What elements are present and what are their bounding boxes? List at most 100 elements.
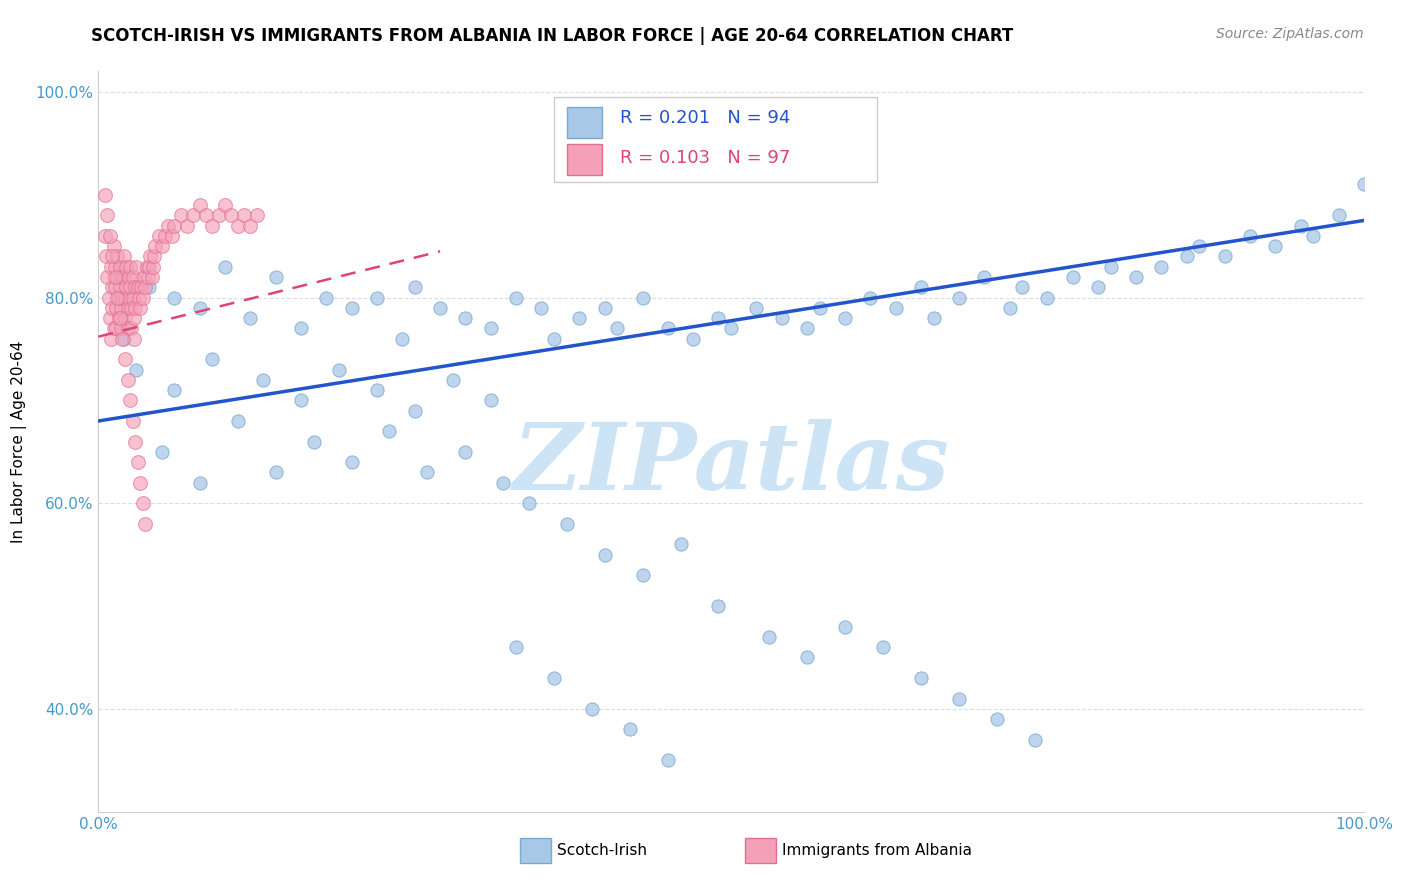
Point — [1011, 280, 1033, 294]
Point — [128, 291, 150, 305]
Point — [315, 291, 337, 305]
Point — [226, 414, 249, 428]
Point — [796, 321, 818, 335]
Point — [581, 702, 603, 716]
Point — [105, 301, 128, 315]
Point — [682, 332, 704, 346]
Point — [859, 291, 882, 305]
Point — [340, 301, 363, 315]
Point — [606, 321, 628, 335]
Point — [118, 291, 141, 305]
Point — [796, 650, 818, 665]
Point — [1289, 219, 1312, 233]
Point — [163, 291, 186, 305]
Point — [93, 187, 117, 202]
Point — [208, 208, 231, 222]
Point — [1062, 270, 1084, 285]
Point — [104, 280, 127, 294]
Point — [479, 393, 502, 408]
Point — [150, 239, 173, 253]
Point — [1239, 228, 1261, 243]
Y-axis label: In Labor Force | Age 20-64: In Labor Force | Age 20-64 — [11, 341, 27, 542]
Point — [110, 301, 132, 315]
Point — [404, 403, 426, 417]
Point — [201, 352, 224, 367]
Point — [1213, 250, 1236, 264]
Point — [93, 228, 117, 243]
Point — [114, 311, 136, 326]
Point — [121, 291, 143, 305]
Point — [998, 301, 1021, 315]
Point — [188, 475, 211, 490]
Point — [124, 434, 146, 449]
Point — [169, 208, 191, 222]
Point — [111, 270, 134, 285]
Point — [125, 260, 148, 274]
Point — [121, 270, 143, 285]
Point — [94, 250, 117, 264]
Point — [922, 311, 945, 326]
Point — [129, 475, 152, 490]
Point — [214, 198, 236, 212]
Point — [948, 691, 970, 706]
Point — [631, 568, 654, 582]
Point — [758, 630, 780, 644]
Point — [246, 208, 269, 222]
Point — [107, 270, 129, 285]
Point — [1087, 280, 1109, 294]
Point — [134, 516, 156, 531]
Point — [416, 466, 439, 480]
Text: Source: ZipAtlas.com: Source: ZipAtlas.com — [1216, 27, 1364, 41]
Point — [111, 291, 134, 305]
Point — [100, 332, 122, 346]
Point — [148, 228, 170, 243]
Point — [543, 671, 565, 685]
Point — [340, 455, 363, 469]
Point — [103, 321, 125, 335]
Point — [1327, 208, 1350, 222]
Point — [1353, 178, 1375, 192]
Point — [770, 311, 793, 326]
Point — [233, 208, 256, 222]
Point — [132, 270, 155, 285]
Point — [138, 280, 160, 294]
Point — [543, 332, 565, 346]
Point — [136, 270, 159, 285]
Point — [366, 383, 388, 397]
Point — [441, 373, 464, 387]
Point — [429, 301, 451, 315]
Point — [98, 228, 121, 243]
Point — [593, 301, 616, 315]
Point — [1024, 732, 1046, 747]
Point — [555, 516, 578, 531]
Point — [124, 280, 146, 294]
Point — [100, 260, 122, 274]
Point — [201, 219, 224, 233]
Point — [517, 496, 540, 510]
Point — [122, 332, 145, 346]
Point — [96, 270, 118, 285]
Point — [252, 373, 274, 387]
Point — [707, 599, 730, 613]
Point — [114, 352, 136, 367]
Point — [188, 301, 211, 315]
Point — [107, 311, 129, 326]
Point — [530, 301, 553, 315]
Point — [884, 301, 907, 315]
Point — [226, 219, 249, 233]
Point — [122, 311, 145, 326]
Point — [108, 311, 131, 326]
FancyBboxPatch shape — [567, 107, 602, 138]
Text: SCOTCH-IRISH VS IMMIGRANTS FROM ALBANIA IN LABOR FORCE | AGE 20-64 CORRELATION C: SCOTCH-IRISH VS IMMIGRANTS FROM ALBANIA … — [91, 27, 1014, 45]
FancyBboxPatch shape — [554, 97, 877, 183]
Point — [1188, 239, 1211, 253]
Point — [101, 250, 124, 264]
Point — [105, 321, 128, 335]
Point — [98, 311, 121, 326]
Text: Scotch-Irish: Scotch-Irish — [557, 844, 647, 858]
Point — [117, 373, 139, 387]
Point — [986, 712, 1008, 726]
Point — [101, 280, 124, 294]
Point — [745, 301, 768, 315]
Point — [378, 424, 401, 438]
